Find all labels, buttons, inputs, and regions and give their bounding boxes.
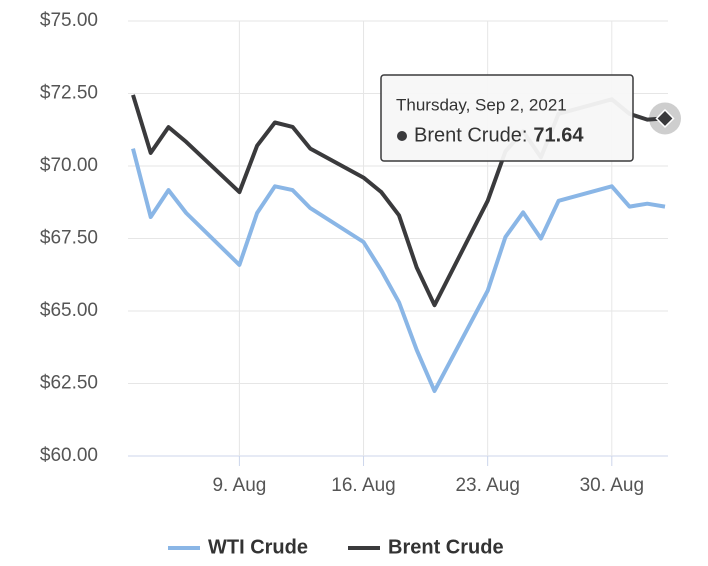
tooltip-label: Brent Crude: <box>414 124 527 146</box>
tooltip-value: 71.64 <box>533 124 584 146</box>
tooltip: Thursday, Sep 2, 2021 Brent Crude: 71.64 <box>380 74 681 162</box>
y-tick-label: $67.50 <box>40 228 98 249</box>
legend-label: WTI Crude <box>208 536 308 558</box>
y-tick-label: $75.00 <box>40 10 98 31</box>
x-tick-label: 9. Aug <box>212 475 266 496</box>
tooltip-box <box>380 74 634 162</box>
y-tick-label: $62.50 <box>40 373 98 394</box>
x-tick-label: 23. Aug <box>455 475 519 496</box>
y-tick-label: $70.00 <box>40 155 98 176</box>
series-line <box>131 148 666 393</box>
y-tick-label: $72.50 <box>40 83 98 104</box>
legend-label: Brent Crude <box>388 536 504 558</box>
hover-marker <box>655 108 675 128</box>
y-tick-label: $60.00 <box>40 445 98 466</box>
x-tick-label: 16. Aug <box>331 475 395 496</box>
tooltip-date: Thursday, Sep 2, 2021 <box>396 95 567 114</box>
tooltip-dot <box>397 131 407 141</box>
x-tick-label: 30. Aug <box>580 475 644 496</box>
y-tick-label: $65.00 <box>40 300 98 321</box>
